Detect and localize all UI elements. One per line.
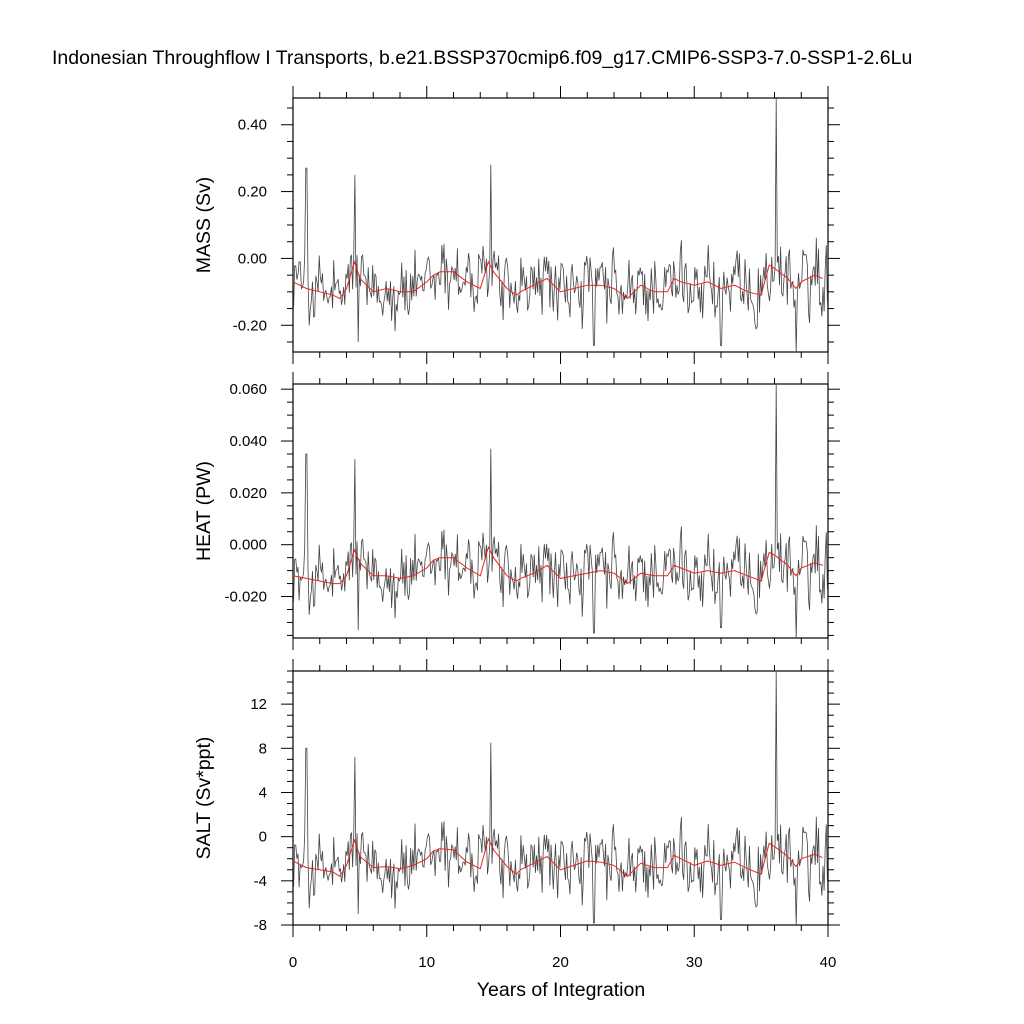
plot-frame (292, 97, 829, 353)
y-axis-label: MASS (Sv) (193, 177, 215, 273)
y-tick-label: -4 (254, 873, 267, 890)
chart-panels: 0.40 0.20 0.00 -0.20 MASS (Sv) 0.060 0.040 0.02… (193, 86, 840, 971)
y-tick-label: 8 (259, 740, 267, 757)
x-tick-label: 40 (820, 954, 837, 971)
monthly-series-line (293, 384, 828, 638)
y-tick-label: 0.060 (229, 381, 267, 398)
monthly-series-line (293, 671, 828, 925)
page-title: Indonesian Throughflow I Transports, b.e… (52, 47, 913, 69)
y-axis-label: HEAT (PW) (193, 461, 215, 561)
annual-mean-line (293, 837, 823, 878)
plot-frame (292, 670, 829, 926)
x-tick-label: 10 (418, 954, 435, 971)
y-tick-label: 0.20 (238, 184, 267, 201)
y-tick-label: -0.20 (233, 317, 267, 334)
annual-mean-line (293, 260, 823, 300)
annual-mean-line (293, 545, 823, 585)
x-axis-label: Years of Integration (477, 979, 645, 1001)
x-tick-label: 0 (289, 954, 297, 971)
monthly-series-line (293, 98, 828, 352)
y-tick-label: 4 (259, 784, 267, 801)
y-tick-label: 12 (250, 696, 267, 713)
x-tick-label: 30 (686, 954, 703, 971)
plot-frame (292, 383, 829, 639)
y-axis-label: SALT (Sv*ppt) (193, 737, 215, 860)
chart-panel-heat: 0.060 0.040 0.020 0.000 -0.020 HEAT (PW) (193, 372, 840, 650)
y-tick-label: -0.020 (224, 589, 267, 606)
y-tick-label: 0.020 (229, 485, 267, 502)
y-tick-label: 0.40 (238, 117, 267, 134)
x-tick-label: 20 (552, 954, 569, 971)
y-tick-label: 0.000 (229, 537, 267, 554)
chart-panel-mass: 0.40 0.20 0.00 -0.20 MASS (Sv) (193, 86, 840, 364)
y-tick-label: -8 (254, 917, 267, 934)
y-tick-label: 0.040 (229, 433, 267, 450)
y-tick-label: 0 (259, 829, 267, 846)
y-tick-label: 0.00 (238, 250, 267, 267)
